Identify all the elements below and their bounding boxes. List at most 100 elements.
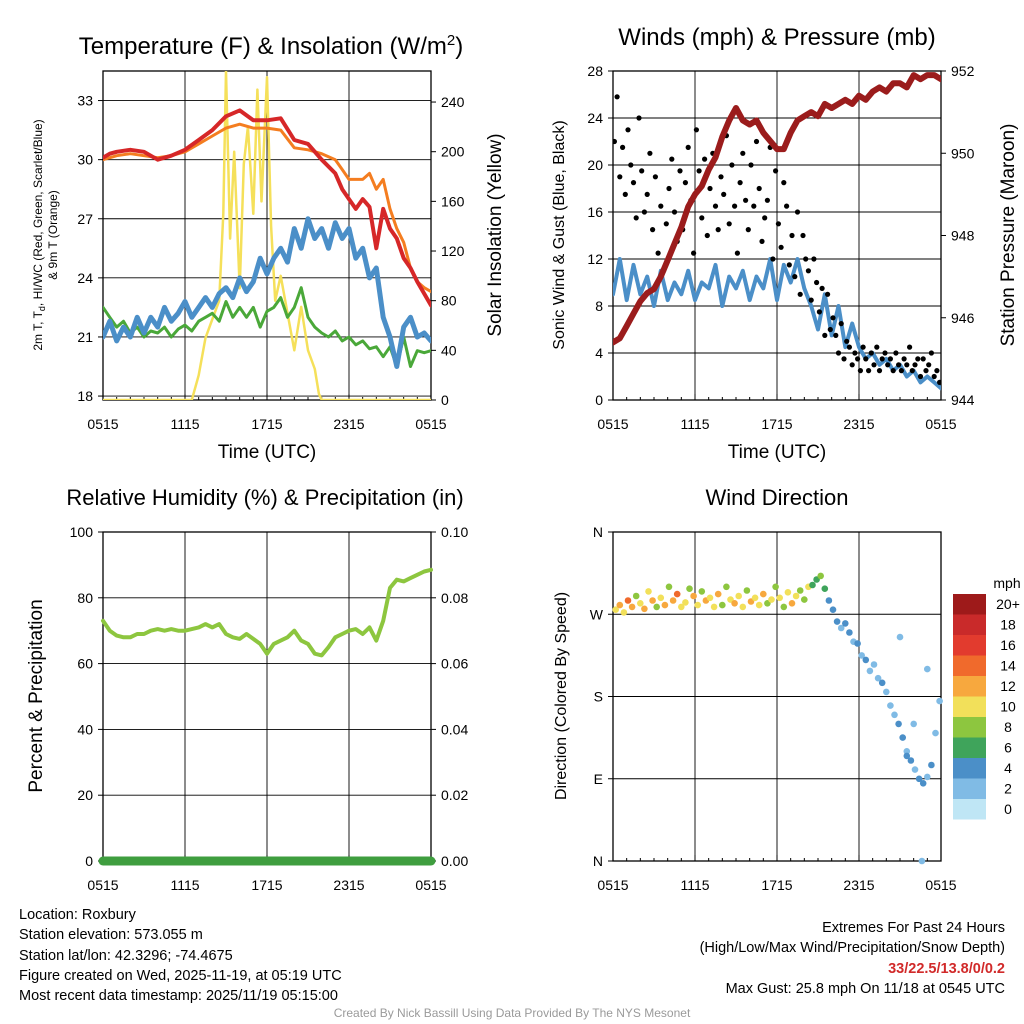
winddir-xtick-label: 0515 [925,877,956,893]
rh-ytick-label: 0 [85,853,93,869]
wind-ytick-label: 12 [587,251,603,267]
gust-point [915,356,921,362]
gust-point [759,238,765,244]
gust-point [901,356,907,362]
rh-xtick-label: 2315 [333,877,364,893]
wind-ytick-label: 8 [595,298,603,314]
rh-y2tick-label: 0.10 [441,524,468,540]
wind-ytick-label: 16 [587,204,603,220]
gust-point [647,150,653,156]
winddir-point [821,585,829,592]
wind-title: Winds (mph) & Pressure (mb) [618,24,935,51]
winddir-point [678,603,685,611]
wind-ytick-label: 20 [587,157,603,173]
colorbar-label: 14 [1000,658,1016,674]
winddir-point [895,720,902,728]
gust-point [912,362,918,368]
gust-point [663,221,669,227]
wind-ylabel: Sonic Wind & Gust (Blue, Black) [551,120,568,349]
winddir-point [858,652,865,659]
winddir-point [743,587,751,594]
rh-series-group [98,567,436,866]
colorbar-swatch [953,696,986,717]
gust-point [887,356,894,362]
colorbar-label: 6 [1004,740,1012,756]
temp-xlabel: Time (UTC) [218,442,317,463]
gust-point [699,215,705,221]
winddir-point [846,629,853,636]
winddir-point [887,702,894,709]
gust-point [636,115,642,121]
winddir-point [891,711,898,719]
winddir-point [755,601,763,609]
gust-point [866,368,872,374]
wind-ytick-label: 24 [587,110,603,126]
colorbar-label: 10 [1000,699,1016,715]
gust-point [721,191,727,197]
gust-point [814,279,820,286]
colorbar-label: 16 [1000,637,1016,653]
winddir-point [924,665,931,673]
colorbar-swatch [953,655,986,676]
temp-ylabel: 2m T, Td, HI/WC (Red, Green, Scarlet/Blu… [31,119,47,350]
recent-data-timestamp: Most recent data timestamp: 2025/11/19 0… [19,988,338,1005]
temp-title-text: Temperature (F) & Insolation (W/m [79,33,447,60]
gust-point [909,368,915,374]
gust-point [825,291,831,297]
colorbar-label: 0 [1004,801,1012,817]
colorbar-label: 18 [1000,617,1016,633]
gust-point [781,180,787,186]
colorbar-swatch [953,737,986,758]
wind-xtick-label: 1115 [680,416,709,432]
winddir-point [665,583,673,591]
winddir-point [907,757,915,764]
temp-frame [102,70,432,401]
gust-point [658,203,664,209]
gust-point [934,368,940,374]
winddir-xtick-label: 1715 [761,877,792,893]
gust-point [855,356,861,362]
gust-point [748,162,754,168]
rh-xtick-label: 0515 [415,877,446,893]
rh-ytick-label: 60 [77,656,93,672]
winddir-point [801,596,808,603]
gust-point [803,256,809,262]
winddir-point [731,600,738,607]
temp-ytick-label: 30 [77,152,93,168]
wind-xtick-label: 2315 [843,416,874,432]
winddir-ytick-label: E [594,771,603,787]
gust-point [805,268,812,274]
winddir-point [817,572,824,580]
gust-point [666,185,672,192]
gust-point [789,232,795,239]
winddir-point [911,766,919,773]
gust-point [732,203,738,209]
colorbar-title: mph [993,575,1020,591]
winddir-point [796,587,804,594]
gust-point [931,373,937,380]
colorbar-swatch [953,778,986,799]
winddir-point [661,601,669,609]
gust-point [893,350,899,356]
wind-xtick-label: 0515 [925,416,956,432]
temp-ytick-label: 33 [77,93,93,109]
temp-xtick-label: 1715 [251,416,282,432]
colorbar-swatch [953,676,986,697]
colorbar-label: 20+ [996,596,1020,612]
gust-point [677,168,683,174]
winddir-point [751,594,759,602]
rh-ytick-label: 100 [70,524,94,540]
rh-ytick-label: 80 [77,590,93,606]
winddir-xtick-label: 2315 [843,877,874,893]
winddir-point [792,592,800,600]
gust-point [898,368,905,374]
colorbar-label: 12 [1000,678,1016,694]
winddir-point [690,592,697,600]
winddir-point [739,603,747,611]
gust-point [882,350,888,356]
temp-ylabel-part1: 2m T, T [31,310,45,350]
temp-y2tick-label: 200 [441,144,465,160]
gust-point [907,344,913,350]
gust-point [863,356,869,362]
